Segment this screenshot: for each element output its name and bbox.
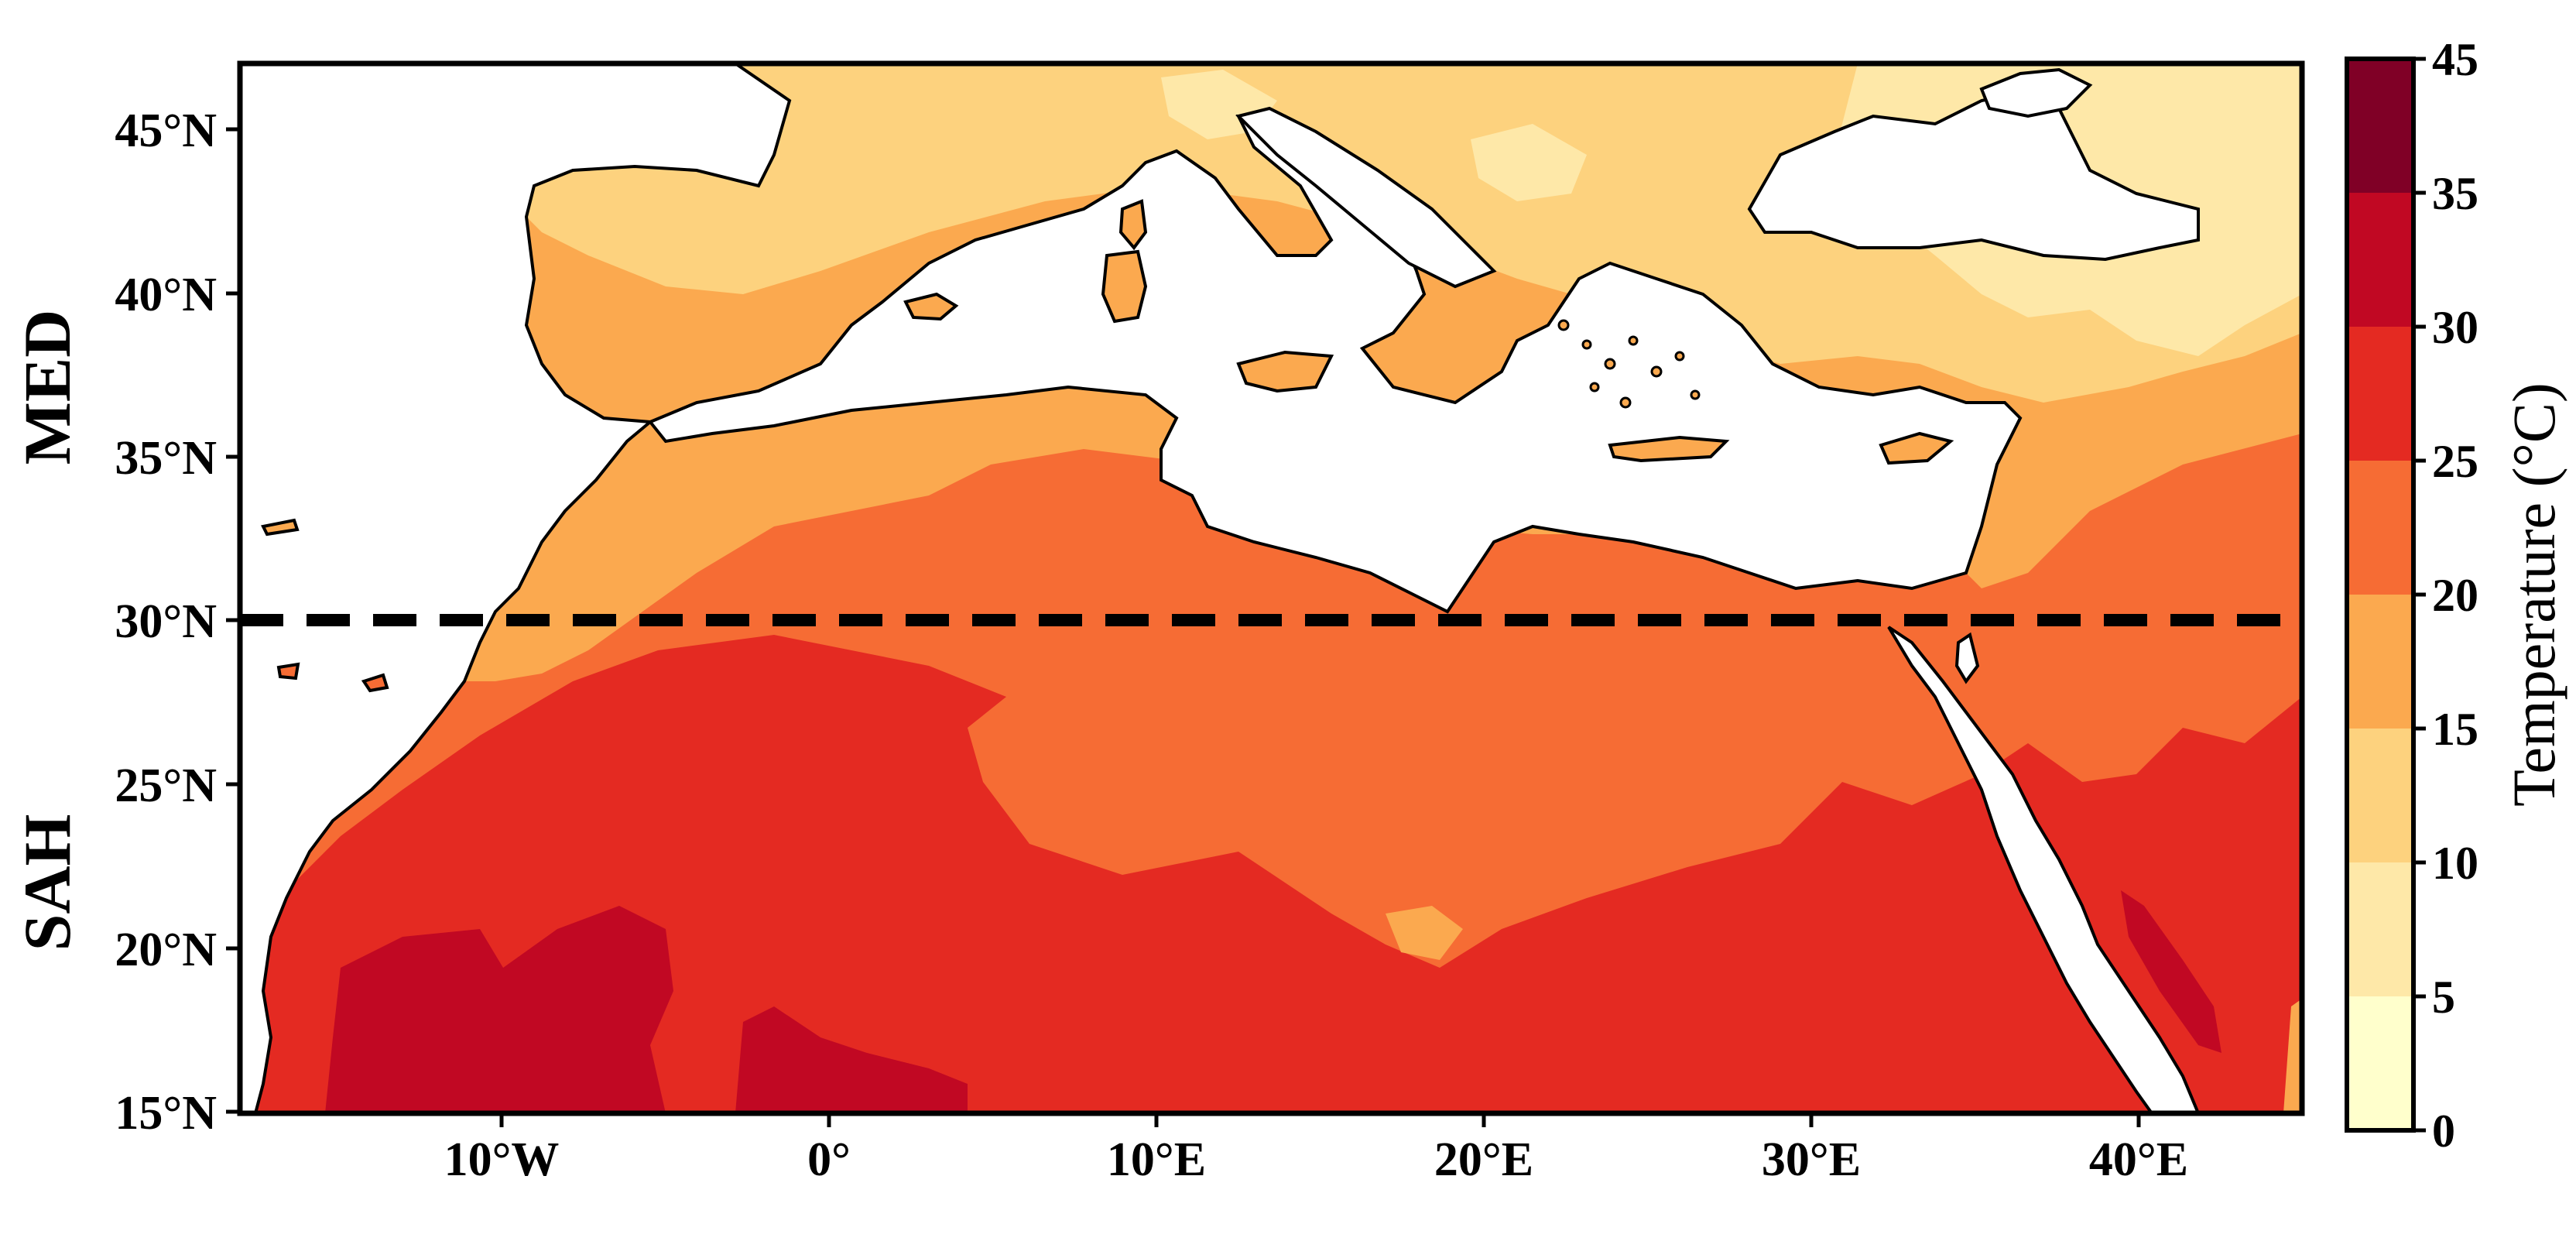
- sea-black: [1747, 91, 2200, 262]
- colorbar-band-35-45: [2347, 59, 2413, 193]
- colorbar-band-10-15: [2347, 729, 2413, 862]
- land-zone-15-20-patch: [1386, 906, 1463, 960]
- island-cyprus: [1879, 431, 1954, 465]
- sea-azov: [1979, 67, 2093, 118]
- land-zone-30-35-west: [325, 906, 673, 1113]
- colorbar-tick-15: 15: [2432, 704, 2478, 755]
- colorbar-band-25-30: [2347, 327, 2413, 461]
- sea-atlantic: [240, 63, 792, 1113]
- colorbar-band-30-35: [2347, 193, 2413, 327]
- colorbar-tick-35: 35: [2432, 168, 2478, 219]
- lon-axis: [499, 1113, 2141, 1127]
- colorbar-band-20-25: [2347, 461, 2413, 595]
- region-label-sah: SAH: [10, 814, 84, 951]
- land-zone-15-20-arabia: [2283, 999, 2302, 1113]
- lat-tick-45: 45°N: [115, 105, 217, 157]
- island-sicily: [1236, 350, 1334, 393]
- lat-tick-25: 25°N: [115, 759, 217, 812]
- colorbar-tick-30: 30: [2432, 302, 2478, 353]
- island-baleares: [903, 292, 959, 321]
- colorbar-tick-25: 25: [2432, 436, 2478, 487]
- colorbar-tick-0: 0: [2432, 1106, 2455, 1157]
- land-zone-30-35-arabia: [2121, 890, 2221, 1053]
- colorbar-tick-10: 10: [2432, 838, 2478, 889]
- colorbar-tick-45: 45: [2432, 34, 2478, 85]
- map-panel: [240, 63, 2302, 1113]
- lat-axis: [226, 127, 240, 1114]
- map-frame: [237, 60, 2305, 1116]
- island-canaries-2: [276, 662, 300, 681]
- island-madeira: [261, 518, 300, 537]
- lon-tick-30e: 30°E: [1762, 1133, 1861, 1186]
- sea-mediterranean: [647, 115, 2023, 614]
- island-sardinia: [1101, 249, 1148, 324]
- colorbar-tick-20: 20: [2432, 570, 2478, 621]
- region-label-med: MED: [10, 310, 84, 465]
- colorbar-title: Temperature (°C): [2500, 382, 2567, 807]
- lon-tick-20e: 20°E: [1434, 1133, 1533, 1186]
- lon-tick-0: 0°: [807, 1133, 851, 1186]
- lon-tick-10e: 10°E: [1107, 1133, 1206, 1186]
- colorbar: 45 35 30 25 20 15 10 5 0 Temperature (°C…: [2345, 34, 2567, 1157]
- colorbar-band-15-20: [2347, 595, 2413, 729]
- land-zone-30-35-central: [735, 1006, 968, 1113]
- lat-tick-20: 20°N: [115, 924, 217, 976]
- sea-adriatic: [1235, 106, 1497, 289]
- lat-tick-15: 15°N: [115, 1087, 217, 1140]
- island-canaries-1: [361, 673, 389, 693]
- island-crete: [1608, 435, 1730, 463]
- lon-tick-10w: 10°W: [444, 1133, 560, 1186]
- colorbar-tick-5: 5: [2432, 972, 2455, 1023]
- lat-tick-40: 40°N: [115, 269, 217, 321]
- lat-tick-30: 30°N: [115, 595, 217, 648]
- aegean-islands: [1557, 319, 1701, 409]
- sea-aqaba: [1954, 632, 1980, 684]
- lat-tick-35: 35°N: [115, 432, 217, 485]
- island-corsica: [1118, 199, 1148, 251]
- land-zone-5-10-c: [1471, 124, 1587, 201]
- colorbar-band-5-10: [2347, 862, 2413, 996]
- sea-red: [1887, 626, 2201, 1113]
- lon-tick-40e: 40°E: [2089, 1133, 2188, 1186]
- colorbar-band-0-5: [2347, 996, 2413, 1130]
